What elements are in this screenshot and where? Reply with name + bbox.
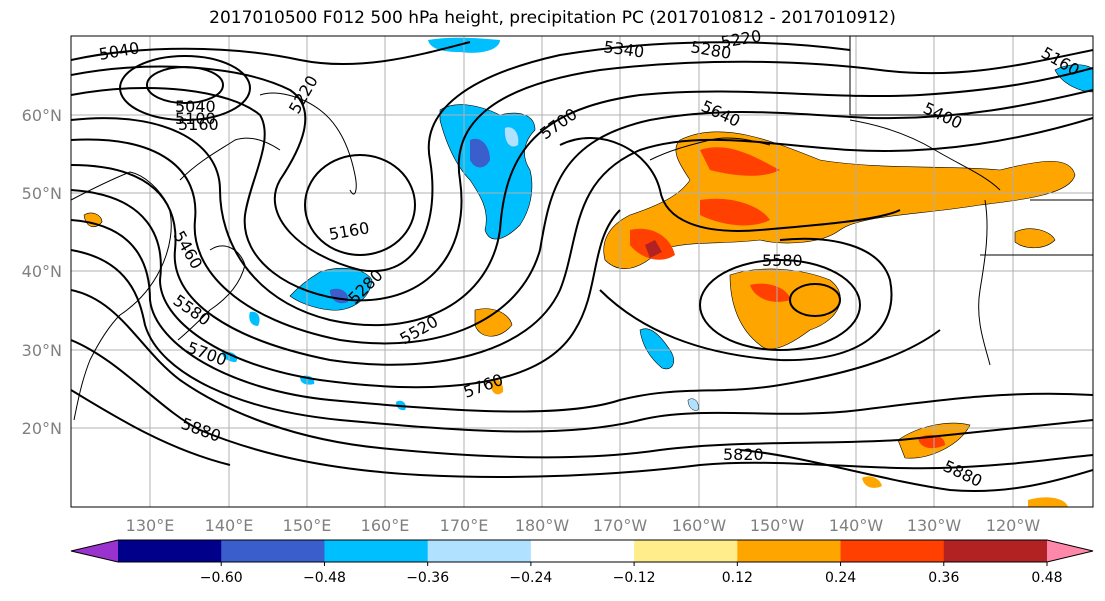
lon-label: 140°E [205,516,254,535]
precip-region [504,127,519,147]
lon-label: 140°W [829,516,884,535]
colorbar: −0.60 −0.48 −0.36 −0.24 −0.12 0.12 0.24 0.36 0.4… [70,539,1094,586]
lon-label: 150°E [283,516,332,535]
lat-label: 30°N [22,341,62,360]
precip-region [222,351,238,362]
colorbar-box [324,540,429,562]
lat-label: 50°N [22,184,62,203]
longitude-labels: 130°E 140°E 150°E 160°E 170°E 180°W 170°… [126,516,1041,535]
precip-region [1014,228,1056,249]
colorbar-tick-label: −0.60 [200,570,243,586]
colorbar-box [118,540,222,562]
lon-label: 150°W [750,516,805,535]
lat-label: 40°N [22,262,62,281]
lon-label: 160°W [672,516,727,535]
contour-label: 5640 [698,96,743,130]
colorbar-tick-label: 0.48 [1031,570,1062,586]
contour-label: 5220 [719,26,762,52]
precip-region [249,311,260,326]
precip-region [700,147,780,176]
colorbar-tick-label: −0.24 [509,570,552,586]
contour-label: 5040 [97,38,140,64]
map-frame [70,35,1094,508]
precip-region [645,240,662,258]
precip-region [700,198,770,226]
precip-region [470,138,490,168]
contour-label: 5340 [602,37,645,61]
colorbar-tick-label: 0.36 [928,570,959,586]
contour-label: 5040 [175,97,216,116]
colorbar-box [530,540,635,562]
precip-region [750,283,790,302]
precip-region [687,398,699,411]
colorbar-outline [70,539,1094,563]
lon-label: 170°E [440,516,489,535]
colorbar-box [427,540,532,562]
lat-label: 60°N [22,106,62,125]
lat-label: 20°N [22,419,62,438]
contour-label: 5700 [536,104,580,143]
colorbar-box [221,540,325,562]
contour-label: 5880 [940,456,985,490]
colorbar-tick-label: −0.12 [613,570,656,586]
height-contours [71,41,1093,492]
lon-label: 160°E [361,516,410,535]
precip-region [439,104,536,240]
lon-label: 130°E [126,516,175,535]
contour-label: 5820 [723,445,764,464]
contour-label: 5580 [762,251,803,270]
precip-region [729,268,841,350]
contour-label: 5880 [179,414,224,446]
lon-label: 130°W [907,516,962,535]
contour-label: 5760 [461,370,506,402]
colorbar-box [634,540,738,562]
lon-label: 180°W [515,516,570,535]
precip-region [639,328,674,370]
contour-label: 5160 [178,115,219,134]
lon-label: 120°W [986,516,1041,535]
colorbar-extend-low [71,540,118,562]
colorbar-tick-label: 0.12 [722,570,753,586]
precip-region [474,308,513,337]
precip-region [862,476,882,488]
latitude-labels: 60°N 50°N 40°N 30°N 20°N [22,106,62,438]
precip-region [1028,497,1068,507]
colorbar-extend-high [1047,540,1093,562]
colorbar-tick-label: 0.24 [825,570,856,586]
colorbar-box [840,540,945,562]
colorbar-box [943,540,1048,562]
lon-label: 170°W [593,516,648,535]
colorbar-tick-label: −0.48 [303,570,346,586]
colorbar-box [737,540,842,562]
contour-label: 5220 [285,72,322,117]
contour-label: 5100 [175,109,216,128]
map-title: 2017010500 F012 500 hPa height, precipit… [209,8,896,28]
colorbar-tick-label: −0.36 [406,570,449,586]
contour-label: 5400 [920,98,965,132]
precip-region [490,378,504,395]
contour-labels: 5040 5040 5100 5160 5220 5340 5280 5220 … [97,26,1082,491]
contour-label: 5520 [397,312,442,349]
contour-label: 5160 [327,218,370,244]
precip-region [603,131,1076,269]
